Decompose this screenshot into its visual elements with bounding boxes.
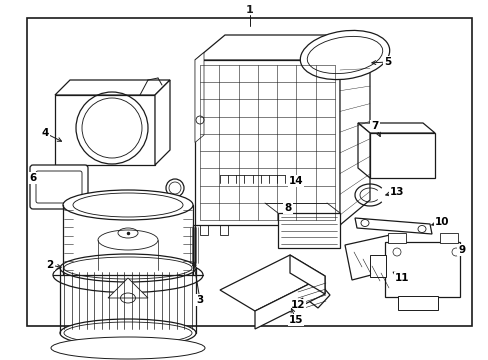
Text: 5: 5	[384, 57, 391, 67]
Polygon shape	[155, 80, 170, 165]
Polygon shape	[193, 225, 195, 265]
FancyBboxPatch shape	[30, 165, 88, 209]
Ellipse shape	[60, 254, 196, 282]
Polygon shape	[289, 255, 325, 294]
Bar	[200, 225, 207, 235]
Ellipse shape	[64, 322, 192, 344]
Ellipse shape	[60, 319, 196, 347]
Text: 12: 12	[290, 300, 305, 310]
Bar	[309, 225, 317, 235]
Polygon shape	[220, 255, 325, 311]
Polygon shape	[195, 35, 369, 60]
Text: 1: 1	[245, 5, 253, 15]
Text: 15: 15	[288, 315, 303, 325]
Text: 14: 14	[288, 176, 303, 186]
Polygon shape	[108, 278, 148, 298]
Text: 6: 6	[29, 173, 37, 183]
Ellipse shape	[63, 190, 193, 220]
Bar	[215, 183, 289, 205]
Bar	[369, 133, 434, 178]
Ellipse shape	[64, 257, 192, 279]
Polygon shape	[357, 123, 434, 133]
Bar	[195, 60, 339, 225]
Bar	[329, 225, 337, 235]
Text: 7: 7	[370, 121, 378, 131]
Bar	[369, 255, 385, 277]
Text: 3: 3	[196, 295, 203, 305]
Bar	[397, 296, 437, 310]
Text: 13: 13	[389, 187, 404, 197]
Ellipse shape	[300, 31, 389, 80]
Text: 8: 8	[284, 203, 291, 213]
Bar	[384, 242, 459, 297]
Bar	[387, 233, 405, 243]
Polygon shape	[55, 80, 170, 95]
Text: 4: 4	[41, 128, 49, 138]
Polygon shape	[339, 35, 369, 225]
Text: 10: 10	[434, 217, 448, 227]
Polygon shape	[278, 213, 339, 248]
Polygon shape	[345, 235, 397, 280]
Text: 9: 9	[458, 245, 465, 255]
Text: 2: 2	[46, 260, 54, 270]
Polygon shape	[294, 278, 329, 308]
Polygon shape	[357, 123, 369, 178]
Bar	[220, 225, 227, 235]
Polygon shape	[55, 95, 155, 165]
Bar	[439, 233, 457, 243]
Bar	[27, 18, 471, 326]
Ellipse shape	[51, 337, 204, 359]
Polygon shape	[195, 53, 203, 143]
Polygon shape	[354, 218, 431, 234]
Text: 11: 11	[394, 273, 408, 283]
Ellipse shape	[53, 257, 203, 292]
Polygon shape	[254, 276, 325, 329]
